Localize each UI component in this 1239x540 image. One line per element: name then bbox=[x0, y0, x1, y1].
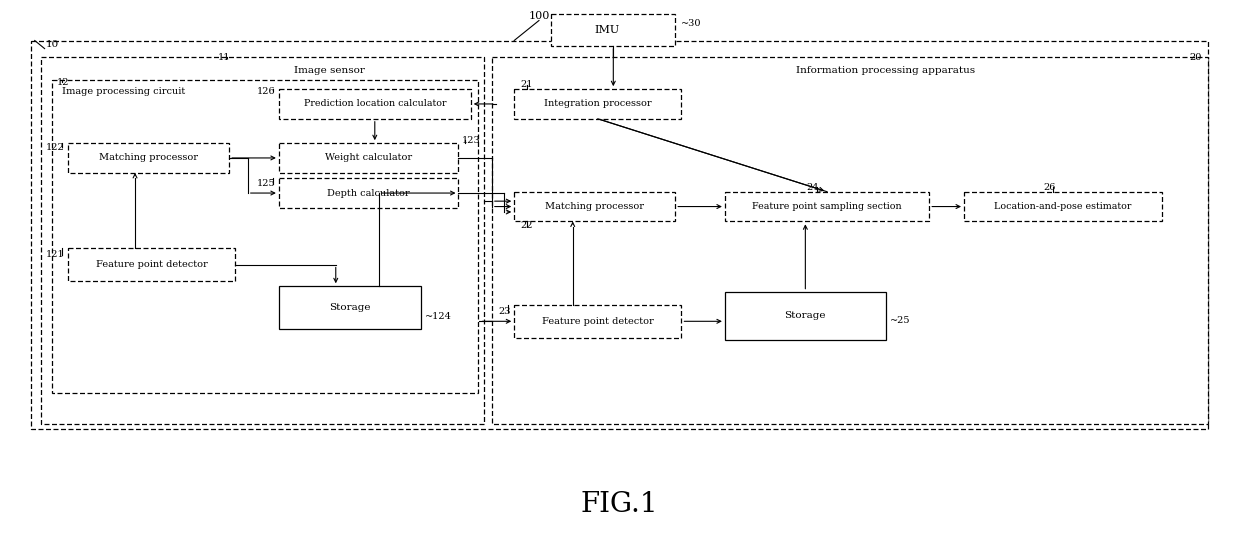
Text: 121: 121 bbox=[46, 251, 64, 259]
Bar bbox=[68, 143, 229, 173]
Text: ~30: ~30 bbox=[681, 19, 703, 28]
Text: Information processing apparatus: Information processing apparatus bbox=[797, 66, 975, 75]
Bar bbox=[725, 192, 929, 221]
Text: 21: 21 bbox=[520, 80, 533, 89]
Text: 12: 12 bbox=[57, 78, 69, 86]
Text: Matching processor: Matching processor bbox=[545, 202, 644, 211]
Text: 100: 100 bbox=[528, 11, 550, 21]
Text: 24: 24 bbox=[807, 183, 819, 192]
Bar bbox=[279, 286, 421, 329]
Text: Weight calculator: Weight calculator bbox=[325, 153, 413, 163]
Bar bbox=[279, 178, 458, 208]
Bar bbox=[725, 292, 886, 340]
Text: 125: 125 bbox=[256, 179, 275, 188]
Text: Image processing circuit: Image processing circuit bbox=[62, 87, 185, 96]
Text: Depth calculator: Depth calculator bbox=[327, 188, 410, 198]
Bar bbox=[52, 80, 478, 393]
Bar bbox=[492, 57, 1208, 424]
Text: Image sensor: Image sensor bbox=[294, 66, 364, 75]
Text: Feature point sampling section: Feature point sampling section bbox=[752, 202, 902, 211]
Text: 122: 122 bbox=[46, 143, 64, 152]
Text: Location-and-pose estimator: Location-and-pose estimator bbox=[995, 202, 1131, 211]
Bar bbox=[551, 14, 675, 46]
Text: Integration processor: Integration processor bbox=[544, 99, 652, 109]
Bar bbox=[279, 143, 458, 173]
Text: IMU: IMU bbox=[595, 25, 620, 35]
Text: 20: 20 bbox=[1189, 53, 1202, 62]
Text: Feature point detector: Feature point detector bbox=[95, 260, 208, 269]
Bar bbox=[41, 57, 484, 424]
Text: 11: 11 bbox=[218, 53, 230, 62]
Bar bbox=[514, 192, 675, 221]
Text: ~25: ~25 bbox=[890, 316, 911, 325]
Text: 126: 126 bbox=[256, 87, 275, 96]
Bar bbox=[68, 248, 235, 281]
Text: Storage: Storage bbox=[330, 303, 370, 312]
Text: ~124: ~124 bbox=[425, 312, 452, 321]
Text: Prediction location calculator: Prediction location calculator bbox=[304, 99, 446, 109]
Bar bbox=[964, 192, 1162, 221]
Bar bbox=[514, 305, 681, 338]
Text: Feature point detector: Feature point detector bbox=[541, 317, 654, 326]
Text: Storage: Storage bbox=[784, 312, 826, 320]
Text: 10: 10 bbox=[46, 40, 59, 49]
Bar bbox=[279, 89, 471, 119]
Text: 22: 22 bbox=[520, 221, 533, 230]
Text: FIG.1: FIG.1 bbox=[581, 491, 658, 518]
Text: 26: 26 bbox=[1043, 183, 1056, 192]
Bar bbox=[514, 89, 681, 119]
Text: Matching processor: Matching processor bbox=[99, 153, 198, 163]
Bar bbox=[31, 40, 1208, 429]
Text: 23: 23 bbox=[498, 307, 510, 316]
Text: 123: 123 bbox=[462, 136, 481, 145]
